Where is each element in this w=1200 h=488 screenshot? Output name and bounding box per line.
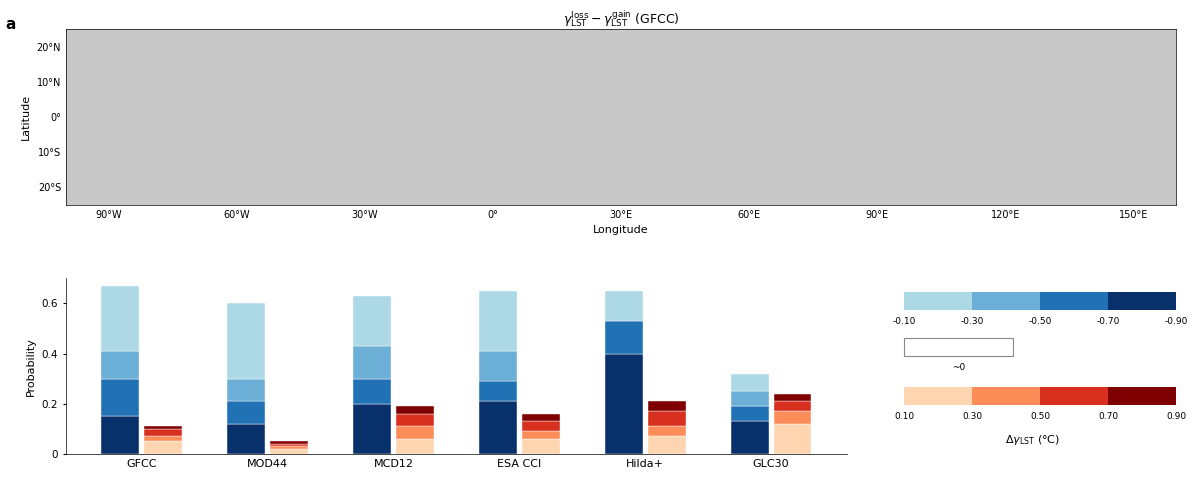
Bar — [648, 401, 685, 411]
Text: ~0: ~0 — [952, 363, 965, 372]
Bar — [102, 351, 139, 379]
Bar — [144, 441, 182, 454]
Bar — [522, 414, 559, 421]
Bar — [227, 379, 265, 401]
X-axis label: Longitude: Longitude — [593, 225, 649, 235]
Text: 0.50: 0.50 — [1030, 412, 1050, 421]
Bar — [522, 421, 559, 431]
Text: -0.30: -0.30 — [960, 317, 984, 326]
Bar — [972, 292, 1040, 310]
Bar — [479, 351, 517, 381]
Bar — [227, 304, 265, 379]
Text: 0.10: 0.10 — [894, 412, 914, 421]
Bar — [353, 404, 391, 454]
Text: -0.90: -0.90 — [1164, 317, 1188, 326]
Bar — [972, 387, 1040, 405]
Bar — [605, 354, 643, 454]
Bar — [353, 379, 391, 404]
Bar — [227, 401, 265, 424]
Bar — [774, 394, 811, 401]
Bar — [479, 291, 517, 351]
Bar — [731, 391, 769, 406]
Text: 0.30: 0.30 — [962, 412, 982, 421]
Bar — [270, 449, 308, 454]
Bar — [522, 439, 559, 454]
Bar — [479, 381, 517, 401]
Title: $\gamma_{\mathrm{LST}}^{\mathrm{loss}} - \gamma_{\mathrm{LST}}^{\mathrm{gain}}$ : $\gamma_{\mathrm{LST}}^{\mathrm{loss}} -… — [563, 8, 679, 29]
Bar — [774, 401, 811, 411]
Bar — [904, 338, 1013, 356]
Bar — [774, 411, 811, 424]
Y-axis label: Probability: Probability — [26, 337, 36, 396]
Bar — [479, 401, 517, 454]
Bar — [227, 424, 265, 454]
Bar — [648, 411, 685, 427]
Bar — [648, 436, 685, 454]
Bar — [396, 427, 434, 439]
Bar — [270, 447, 308, 449]
Bar — [396, 414, 434, 427]
Bar — [731, 406, 769, 421]
Bar — [102, 416, 139, 454]
Bar — [1108, 292, 1176, 310]
Bar — [270, 444, 308, 447]
Bar — [774, 424, 811, 454]
Bar — [353, 296, 391, 346]
Bar — [144, 429, 182, 436]
Bar — [270, 441, 308, 444]
Y-axis label: Latitude: Latitude — [22, 94, 31, 140]
Bar — [904, 292, 972, 310]
Bar — [1040, 387, 1108, 405]
Bar — [102, 286, 139, 351]
Bar — [605, 291, 643, 321]
Bar — [353, 346, 391, 379]
Text: -0.70: -0.70 — [1097, 317, 1120, 326]
Text: -0.10: -0.10 — [893, 317, 916, 326]
Bar — [102, 379, 139, 416]
Bar — [144, 427, 182, 429]
Bar — [731, 421, 769, 454]
Bar — [396, 439, 434, 454]
Bar — [605, 321, 643, 354]
Bar — [396, 406, 434, 414]
Text: -0.50: -0.50 — [1028, 317, 1051, 326]
Text: a: a — [5, 17, 16, 32]
Text: 0.70: 0.70 — [1098, 412, 1118, 421]
Bar — [904, 387, 972, 405]
Bar — [1108, 387, 1176, 405]
Bar — [1040, 292, 1108, 310]
Bar — [522, 431, 559, 439]
Text: 0.90: 0.90 — [1166, 412, 1186, 421]
Bar — [648, 427, 685, 436]
Text: $\Delta\gamma_{\mathrm{LST}}$ (°C): $\Delta\gamma_{\mathrm{LST}}$ (°C) — [1006, 433, 1061, 447]
Bar — [144, 436, 182, 441]
Bar — [731, 374, 769, 391]
